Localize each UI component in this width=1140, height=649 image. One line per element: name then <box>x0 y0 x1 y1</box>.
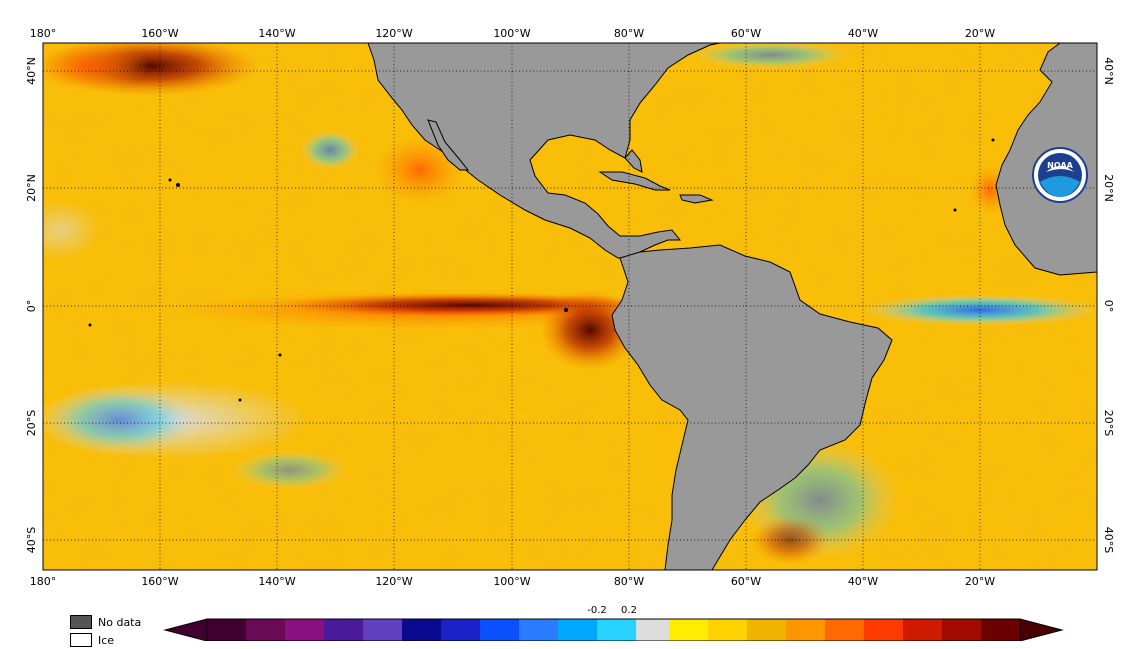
colorbar-label-neg: -0.2 <box>587 605 607 616</box>
lon-label-bottom: 180° <box>30 575 57 588</box>
cool-patch-south-pacific-east <box>230 450 350 490</box>
lat-label-left: 20°N <box>25 174 38 202</box>
colorbar-segment <box>207 619 247 641</box>
bottom-longitude-labels: 180° 160°W 140°W 120°W 100°W 80°W 60°W 4… <box>30 575 996 588</box>
lat-label-right: 20°N <box>1102 174 1115 202</box>
colorbar-segments <box>206 618 1021 642</box>
islands <box>88 138 995 402</box>
lon-label-top: 180° <box>30 27 57 40</box>
lat-label-left: 20°S <box>25 410 38 436</box>
land-south-america <box>611 244 893 570</box>
lon-label-bottom: 140°W <box>258 575 295 588</box>
lon-label-bottom: 100°W <box>493 575 530 588</box>
cool-patch-south-pacific-west <box>43 385 200 455</box>
island-marquesas <box>278 353 282 357</box>
legend: No data Ice <box>70 613 141 649</box>
lon-label-top: 20°W <box>965 27 995 40</box>
ice-label: Ice <box>98 633 115 647</box>
lon-label-bottom: 20°W <box>965 575 995 588</box>
island-canaries <box>991 138 995 142</box>
cool-anomaly-equatorial-atlantic <box>860 294 1097 326</box>
lon-label-top: 60°W <box>731 27 761 40</box>
cool-patch-ne-pacific <box>300 130 360 170</box>
colorbar-segment <box>824 619 865 641</box>
colorbar-segment <box>707 619 748 641</box>
island-hawaii <box>176 183 180 187</box>
lon-label-bottom: 40°W <box>848 575 878 588</box>
legend-item-no-data: No data <box>70 613 141 631</box>
colorbar-segment <box>597 619 637 641</box>
colorbar-segment <box>941 619 982 641</box>
left-latitude-labels: 40°N 20°N 0° 20°S 40°S <box>25 57 38 553</box>
lon-label-top: 100°W <box>493 27 530 40</box>
map-frame <box>42 42 1098 571</box>
colorbar-label-pos: 0.2 <box>621 605 637 616</box>
colorbar-segment <box>246 619 286 641</box>
colorbar-segment <box>636 619 654 641</box>
right-latitude-labels: 40°N 20°N 0° 20°S 40°S <box>1102 57 1115 553</box>
lon-label-bottom: 160°W <box>141 575 178 588</box>
island-cape-verde <box>953 208 957 212</box>
land-masses <box>367 43 1097 570</box>
lat-label-left: 40°S <box>25 527 38 553</box>
land-baja-california <box>427 119 470 171</box>
colorbar-high-arrow <box>1019 618 1064 642</box>
colorbar-segment <box>363 619 403 641</box>
warm-anomaly-nw-pacific <box>43 43 150 91</box>
land-hispaniola <box>679 194 714 204</box>
noaa-logo-text: NOAA <box>1047 161 1073 170</box>
lon-label-top: 160°W <box>141 27 178 40</box>
colorbar-segment <box>652 619 670 641</box>
colorbar-segment <box>785 619 826 641</box>
colorbar-segment <box>480 619 520 641</box>
island-oahu <box>168 178 172 182</box>
lat-label-right: 0° <box>1102 300 1115 313</box>
colorbar-segment <box>668 619 709 641</box>
colorbar-segment <box>863 619 904 641</box>
colorbar-segment <box>324 619 364 641</box>
no-data-swatch <box>70 615 92 629</box>
warm-patch-south-atlantic <box>750 515 830 565</box>
top-longitude-labels: 180° 160°W 140°W 120°W 100°W 80°W 60°W 4… <box>30 27 996 40</box>
land-cuba <box>598 171 671 191</box>
colorbar-segment <box>746 619 787 641</box>
colorbar-segment <box>558 619 598 641</box>
colorbar-segment <box>980 619 1021 641</box>
ice-swatch <box>70 633 92 647</box>
noaa-logo: NOAA <box>1032 147 1088 203</box>
colorbar-segment <box>402 619 442 641</box>
lat-label-right: 40°S <box>1102 527 1115 553</box>
lon-label-bottom: 60°W <box>731 575 761 588</box>
legend-item-ice: Ice <box>70 631 141 649</box>
lon-label-top: 40°W <box>848 27 878 40</box>
lat-label-right: 40°N <box>1102 57 1115 85</box>
colorbar-segment <box>285 619 325 641</box>
colorbar: -0.2 0.2 <box>163 605 1064 642</box>
lon-label-bottom: 80°W <box>614 575 644 588</box>
lat-label-right: 20°S <box>1102 410 1115 436</box>
no-data-label: No data <box>98 615 142 629</box>
lat-label-left: 40°N <box>25 57 38 85</box>
graticule <box>43 43 1097 570</box>
island-galapagos <box>564 308 568 312</box>
colorbar-segment <box>519 619 559 641</box>
island-kiribati <box>88 323 92 327</box>
island-tuamotu <box>238 398 242 402</box>
lon-label-top: 140°W <box>258 27 295 40</box>
map-area: NOAA <box>43 43 1097 570</box>
lon-label-bottom: 120°W <box>375 575 412 588</box>
lat-label-left: 0° <box>25 300 38 313</box>
noaa-logo-bird <box>1046 166 1074 172</box>
colorbar-low-arrow <box>163 618 208 642</box>
lon-label-top: 80°W <box>614 27 644 40</box>
colorbar-segment <box>902 619 943 641</box>
colorbar-segment <box>441 619 481 641</box>
cool-patch-north-atlantic <box>690 43 850 69</box>
neutral-patch-west-pacific <box>43 200 100 260</box>
lon-label-top: 120°W <box>375 27 412 40</box>
noaa-logo-wave <box>1040 176 1080 197</box>
